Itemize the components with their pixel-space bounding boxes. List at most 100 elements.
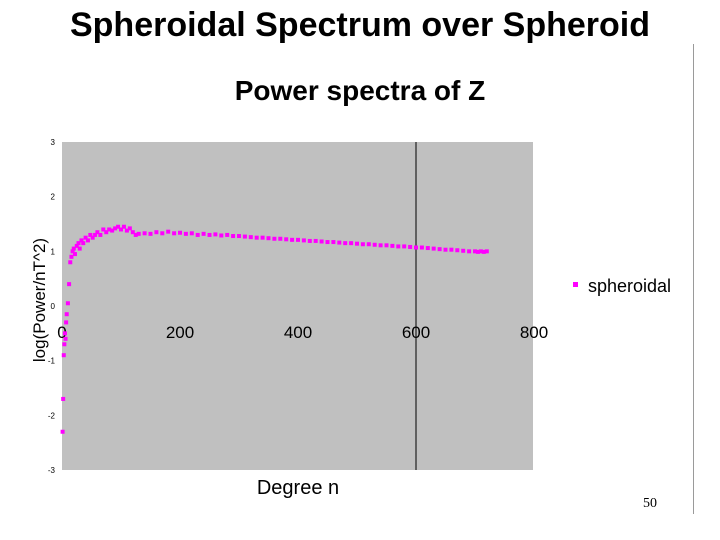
data-point: [378, 243, 383, 248]
data-point: [384, 243, 389, 248]
data-point: [104, 230, 109, 235]
x-axis-label: Degree n: [257, 477, 339, 499]
data-point: [231, 234, 236, 239]
data-point: [90, 235, 95, 240]
data-point: [319, 239, 324, 244]
data-point: [443, 247, 448, 252]
data-point: [61, 353, 66, 358]
data-point: [62, 342, 67, 347]
data-point: [136, 231, 141, 236]
data-point: [475, 249, 480, 254]
data-point: [242, 234, 247, 239]
data-point: [360, 242, 365, 247]
data-point: [290, 237, 295, 242]
data-point: [183, 231, 188, 236]
data-point: [408, 244, 413, 249]
y-axis-label: log(Power/nT^2): [30, 238, 49, 362]
data-point: [431, 246, 436, 251]
data-point: [142, 231, 147, 236]
chart-title: Power spectra of Z: [235, 75, 486, 106]
data-point: [331, 240, 336, 245]
data-point: [76, 241, 81, 246]
data-point: [396, 244, 401, 249]
data-point: [77, 246, 82, 251]
data-point: [64, 320, 69, 325]
data-point: [461, 248, 466, 253]
x-tick-label: 400: [284, 323, 312, 342]
data-point: [166, 229, 171, 234]
data-point: [248, 235, 253, 240]
data-point: [425, 246, 430, 251]
data-point: [110, 228, 115, 233]
data-point: [148, 231, 153, 236]
data-point: [478, 249, 483, 254]
data-point: [119, 227, 123, 232]
data-point: [219, 233, 224, 238]
y-tick-label: 3: [51, 138, 56, 147]
x-tick-label: 200: [166, 323, 194, 342]
data-point: [154, 230, 159, 235]
data-point: [101, 227, 106, 232]
data-point: [62, 331, 67, 336]
data-point: [178, 230, 182, 235]
data-point: [81, 241, 86, 246]
data-point: [254, 235, 259, 240]
data-point: [355, 241, 359, 246]
data-point: [266, 236, 271, 241]
data-point: [107, 227, 112, 232]
y-tick-label: 1: [51, 247, 56, 256]
data-point: [124, 228, 129, 233]
data-point: [481, 249, 486, 254]
y-tick-label: -2: [48, 411, 56, 420]
data-point: [372, 242, 377, 247]
data-point: [449, 247, 454, 252]
data-point: [98, 232, 103, 237]
data-point: [419, 245, 424, 250]
data-point: [484, 249, 489, 254]
data-point: [127, 226, 132, 231]
data-point: [133, 232, 138, 237]
data-point: [160, 231, 165, 236]
data-point: [313, 238, 318, 243]
data-point: [455, 248, 460, 253]
x-tick-label: 0: [57, 323, 66, 342]
data-point: [307, 238, 312, 243]
data-point: [121, 224, 126, 229]
data-point: [68, 260, 73, 265]
data-point: [195, 232, 200, 237]
data-point: [83, 235, 88, 240]
data-point: [414, 245, 418, 250]
data-point: [189, 231, 194, 236]
data-point: [278, 236, 283, 241]
data-point: [70, 249, 75, 254]
data-point: [71, 246, 76, 251]
data-point: [467, 249, 472, 254]
data-point: [88, 232, 93, 237]
data-point: [272, 236, 277, 241]
slide-divider: [693, 44, 694, 514]
slide-title: Spheroidal Spectrum over Spheroid: [69, 6, 650, 44]
data-point: [65, 301, 70, 306]
plot-area: [62, 142, 533, 470]
data-point: [343, 241, 348, 246]
data-point: [437, 247, 442, 252]
data-point: [301, 238, 306, 243]
y-tick-label: 0: [51, 302, 56, 311]
data-point: [237, 234, 241, 239]
data-point: [64, 312, 69, 317]
data-point: [284, 237, 289, 242]
data-point: [61, 396, 66, 401]
data-point: [402, 244, 407, 249]
y-tick-label: -1: [48, 357, 56, 366]
x-tick-label: 600: [402, 323, 430, 342]
data-point: [85, 238, 90, 243]
y-tick-label: 2: [51, 193, 56, 202]
data-point: [337, 240, 342, 245]
x-tick-label: 800: [520, 323, 548, 342]
data-point: [473, 249, 477, 254]
data-point: [67, 282, 72, 287]
data-point: [69, 254, 74, 259]
legend-marker: [573, 282, 578, 287]
data-point: [79, 238, 84, 243]
